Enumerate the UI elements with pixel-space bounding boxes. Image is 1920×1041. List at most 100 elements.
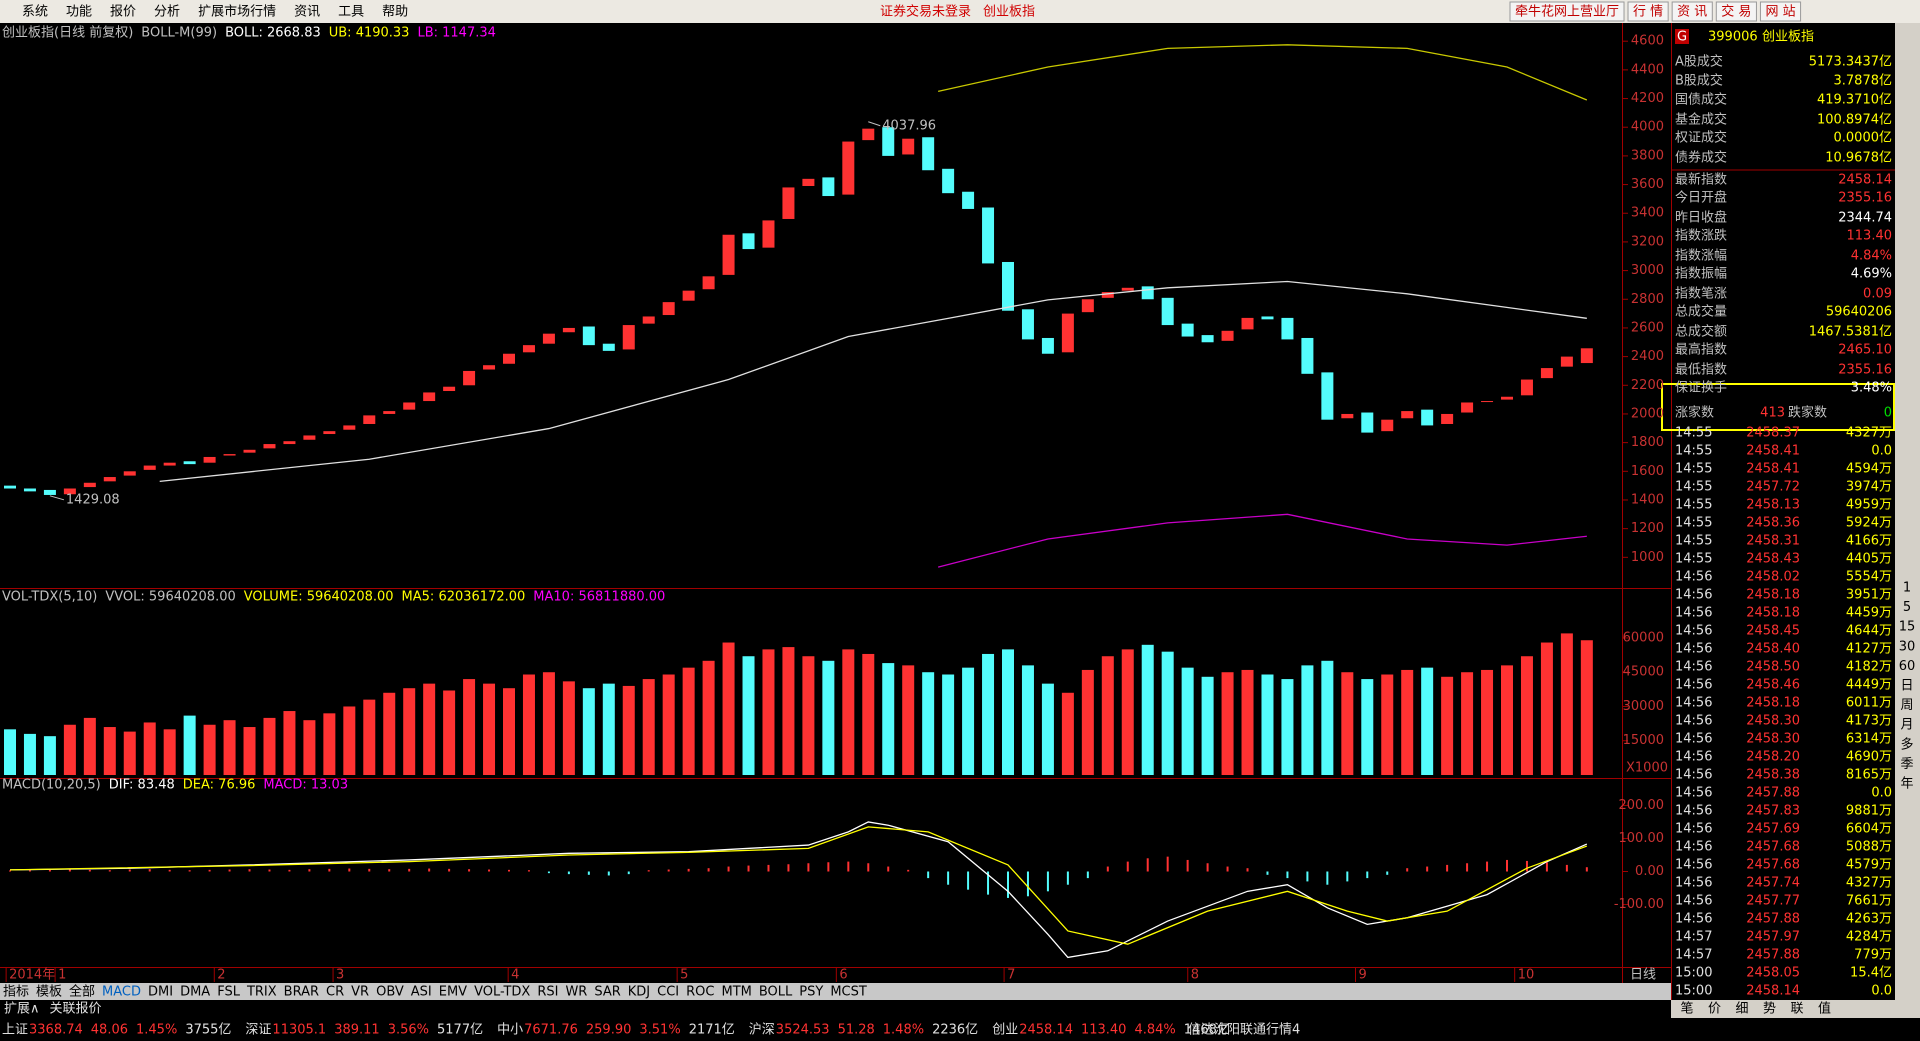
candle <box>63 488 76 495</box>
tick-price: 2457.77 <box>1746 894 1800 909</box>
menu-item[interactable]: 工具 <box>338 5 364 20</box>
macd-header: DIF: 83.48 <box>109 778 175 793</box>
period-button[interactable]: 5 <box>1903 600 1911 615</box>
candle <box>1161 297 1174 326</box>
indicator-tab[interactable]: CR <box>326 985 344 1000</box>
indicator-tab[interactable]: VOL-TDX <box>474 985 530 1000</box>
period-button[interactable]: 15 <box>1899 620 1916 635</box>
indicator-tab[interactable]: FSL <box>217 985 241 1000</box>
sub-tab[interactable]: 关联报价 <box>50 1002 102 1017</box>
boll-mid <box>159 280 1587 482</box>
indicator-tab[interactable]: TRIX <box>246 985 277 1000</box>
panel-tab[interactable]: 笔 <box>1680 1001 1693 1017</box>
menu-item[interactable]: 功能 <box>66 5 92 20</box>
date-label: 9 <box>1359 968 1367 983</box>
top-button[interactable] <box>1509 1 1625 22</box>
y-tick-label: 3400 <box>1631 206 1664 221</box>
volume-bar <box>483 683 496 775</box>
stat-label: 权证成交 <box>1675 130 1727 146</box>
top-button[interactable] <box>1671 1 1713 22</box>
sub-tab[interactable]: 扩展∧ <box>4 1002 40 1017</box>
tick-time: 14:56 <box>1675 732 1712 747</box>
indicator-tab[interactable]: EMV <box>439 985 467 1000</box>
period-button[interactable]: 季 <box>1900 757 1913 772</box>
volume-bar <box>303 720 316 775</box>
menu-item[interactable]: 分析 <box>154 5 180 20</box>
pane-borders <box>0 23 1895 1000</box>
indicator-tab[interactable]: 全部 <box>69 984 95 1000</box>
indicator-tab[interactable]: ASI <box>411 985 432 1000</box>
top-button[interactable] <box>1759 1 1802 22</box>
y-tick-label: 4600 <box>1631 34 1664 49</box>
tick-volume: 6604万 <box>1846 822 1892 837</box>
candle <box>1181 323 1194 337</box>
menu-item[interactable]: 帮助 <box>382 5 408 20</box>
stat-value: 113.40 <box>1847 229 1893 244</box>
period-button[interactable]: 周 <box>1900 698 1913 713</box>
period-button[interactable]: 多 <box>1900 736 1913 752</box>
period-button[interactable]: 60 <box>1899 659 1916 674</box>
top-button-label[interactable]: 交 易 <box>1721 4 1751 20</box>
volume-bar <box>1481 669 1494 775</box>
indicator-tab[interactable]: 指标 <box>3 985 29 1000</box>
status-value: 2458.14 <box>1019 1023 1073 1038</box>
indicator-tab[interactable]: DMI <box>148 985 173 1000</box>
tick-price: 2458.18 <box>1746 696 1800 711</box>
menu-item[interactable]: 资讯 <box>294 5 320 20</box>
tick-time: 14:55 <box>1675 552 1712 567</box>
period-button[interactable]: 30 <box>1899 639 1916 654</box>
indicator-tab[interactable]: WR <box>565 985 587 1000</box>
menu-item[interactable]: 报价 <box>110 5 136 20</box>
y-tick-label: -100.00 <box>1614 897 1664 912</box>
indicator-tab[interactable]: DMA <box>180 985 210 1000</box>
panel-tab[interactable]: 值 <box>1818 1001 1831 1017</box>
volume-bar <box>982 653 995 775</box>
tick-price: 2457.88 <box>1746 948 1800 963</box>
top-button-label[interactable]: 资 讯 <box>1677 5 1707 20</box>
top-button[interactable] <box>1627 1 1669 22</box>
top-button-label[interactable]: 网 站 <box>1765 5 1795 20</box>
stat-value: 5173.3437亿 <box>1809 55 1892 70</box>
chart-header: LB: 1147.34 <box>417 26 495 41</box>
candle <box>503 353 515 364</box>
volume-bar <box>1501 665 1513 775</box>
date-label: 5 <box>680 968 688 983</box>
indicator-tab[interactable]: CCI <box>657 985 679 1000</box>
indicator-tab[interactable]: VR <box>351 985 369 1000</box>
menu-item[interactable]: 系统 <box>22 5 48 20</box>
tick-price: 2458.36 <box>1746 516 1800 531</box>
panel-tab[interactable]: 细 <box>1735 1002 1748 1017</box>
top-button-label[interactable]: 行 情 <box>1633 5 1663 20</box>
panel-tab[interactable]: 势 <box>1763 1001 1776 1017</box>
indicator-tab[interactable]: BRAR <box>284 985 319 1000</box>
panel-tab[interactable]: 价 <box>1708 1002 1721 1017</box>
indicator-tab[interactable]: PSY <box>799 985 823 1000</box>
period-button[interactable]: 日 <box>1900 679 1913 694</box>
period-button[interactable]: 1 <box>1903 581 1911 596</box>
indicator-tab[interactable]: KDJ <box>628 985 650 1000</box>
stat-value: 2355.16 <box>1838 191 1892 206</box>
indicator-tab[interactable]: ROC <box>686 985 714 1000</box>
indicator-tab[interactable]: MCST <box>830 985 867 1000</box>
indicator-tab[interactable]: MTM <box>721 985 751 1000</box>
panel-tab[interactable]: 联 <box>1790 1002 1803 1017</box>
indicator-tab[interactable]: OBV <box>376 985 404 1000</box>
candle <box>822 177 835 197</box>
indicator-tab[interactable]: BOLL <box>759 985 793 1000</box>
indicator-tab[interactable]: MACD <box>102 985 141 1000</box>
indicator-tab[interactable]: RSI <box>537 985 558 1000</box>
chart-header: 创业板指(日线 前复权) <box>2 25 133 41</box>
date-label: 7 <box>1007 968 1015 983</box>
date-label: 8 <box>1191 968 1199 983</box>
top-button-label[interactable]: 牵牛花网上营业厅 <box>1515 4 1619 20</box>
y-tick-label: 1000 <box>1631 550 1664 565</box>
indicator-tab[interactable]: 模板 <box>36 985 62 1000</box>
tick-time: 14:56 <box>1675 588 1712 603</box>
top-button[interactable] <box>1715 1 1757 22</box>
stat-value: 59640206 <box>1826 305 1892 320</box>
period-button[interactable]: 年 <box>1900 777 1913 792</box>
tick-price: 2457.97 <box>1746 930 1800 945</box>
period-button[interactable]: 月 <box>1900 718 1913 733</box>
indicator-tab[interactable]: SAR <box>594 985 620 1000</box>
menu-item[interactable]: 扩展市场行情 <box>198 4 276 20</box>
